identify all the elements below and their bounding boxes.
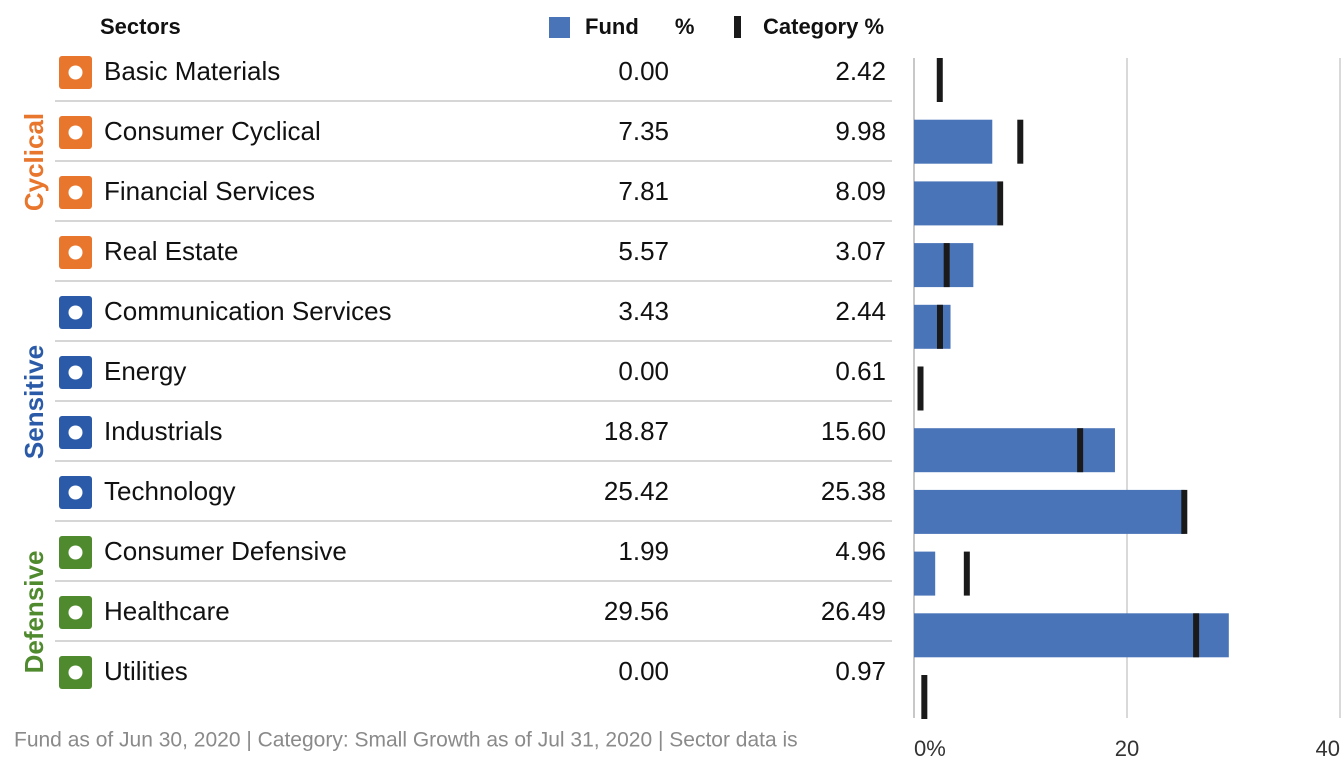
sector-icon-glyph: [68, 245, 83, 260]
x-tick-label: 20: [1115, 736, 1139, 761]
sector-icon-glyph: [68, 65, 83, 80]
category-marker: [943, 243, 950, 288]
sector-name: Financial Services: [104, 176, 315, 206]
fund-bar: [914, 181, 998, 226]
sector-icon-glyph: [68, 185, 83, 200]
sector-icon-glyph: [68, 125, 83, 140]
category-value: 9.98: [835, 116, 886, 146]
fund-value: 0.00: [618, 656, 669, 686]
fund-bar: [914, 428, 1115, 473]
fund-bar: [914, 119, 993, 164]
category-value: 25.38: [821, 476, 886, 506]
legend-label: Fund %: [585, 14, 694, 39]
x-tick-label: 0%: [914, 736, 946, 761]
category-marker: [997, 181, 1004, 226]
fund-value: 25.42: [604, 476, 669, 506]
fund-bar: [914, 243, 974, 288]
category-marker: [921, 675, 928, 719]
sector-icon-glyph: [68, 665, 83, 680]
sector-icon-glyph: [68, 485, 83, 500]
fund-value: 7.35: [618, 116, 669, 146]
category-value: 4.96: [835, 536, 886, 566]
category-value: 15.60: [821, 416, 886, 446]
category-value: 0.97: [835, 656, 886, 686]
fund-value: 29.56: [604, 596, 669, 626]
category-marker: [1193, 613, 1200, 658]
sector-icon-glyph: [68, 425, 83, 440]
x-tick-label: 40: [1316, 736, 1340, 761]
sector-name: Energy: [104, 356, 186, 386]
sector-icon-glyph: [68, 365, 83, 380]
sector-name: Technology: [104, 476, 236, 506]
category-marker: [917, 366, 924, 411]
fund-value: 3.43: [618, 296, 669, 326]
fund-value: 0.00: [618, 56, 669, 86]
fund-value: 1.99: [618, 536, 669, 566]
group-label: Defensive: [19, 551, 49, 674]
footnote: Fund as of Jun 30, 2020 | Category: Smal…: [14, 729, 798, 752]
fund-value: 5.57: [618, 236, 669, 266]
sector-name: Utilities: [104, 656, 188, 686]
sector-name: Communication Services: [104, 296, 392, 326]
fund-bar: [914, 489, 1185, 534]
legend-swatch: [549, 17, 570, 38]
category-value: 2.44: [835, 296, 886, 326]
group-label: Sensitive: [19, 345, 49, 459]
legend-label: Category %: [763, 14, 884, 39]
category-marker: [936, 304, 943, 349]
sector-name: Healthcare: [104, 596, 230, 626]
sector-name: Consumer Cyclical: [104, 116, 321, 146]
fund-bar: [914, 551, 936, 596]
sector-icon-glyph: [68, 545, 83, 560]
category-value: 8.09: [835, 176, 886, 206]
category-value: 2.42: [835, 56, 886, 86]
sector-name: Basic Materials: [104, 56, 280, 86]
category-marker: [936, 58, 943, 102]
category-value: 0.61: [835, 356, 886, 386]
sector-name: Consumer Defensive: [104, 536, 347, 566]
sector-name: Industrials: [104, 416, 223, 446]
category-marker: [1181, 489, 1188, 534]
fund-value: 18.87: [604, 416, 669, 446]
sector-icon-glyph: [68, 605, 83, 620]
group-label: Cyclical: [19, 113, 49, 211]
fund-value: 0.00: [618, 356, 669, 386]
sector-name: Real Estate: [104, 236, 238, 266]
category-value: 3.07: [835, 236, 886, 266]
sector-icon-glyph: [68, 305, 83, 320]
header: Sectors: [100, 14, 181, 39]
fund-bar: [914, 613, 1229, 658]
fund-bar: [914, 304, 951, 349]
category-marker: [963, 551, 970, 596]
category-marker: [1017, 119, 1024, 164]
category-value: 26.49: [821, 596, 886, 626]
legend-swatch: [734, 16, 741, 38]
category-marker: [1077, 428, 1084, 473]
fund-value: 7.81: [618, 176, 669, 206]
